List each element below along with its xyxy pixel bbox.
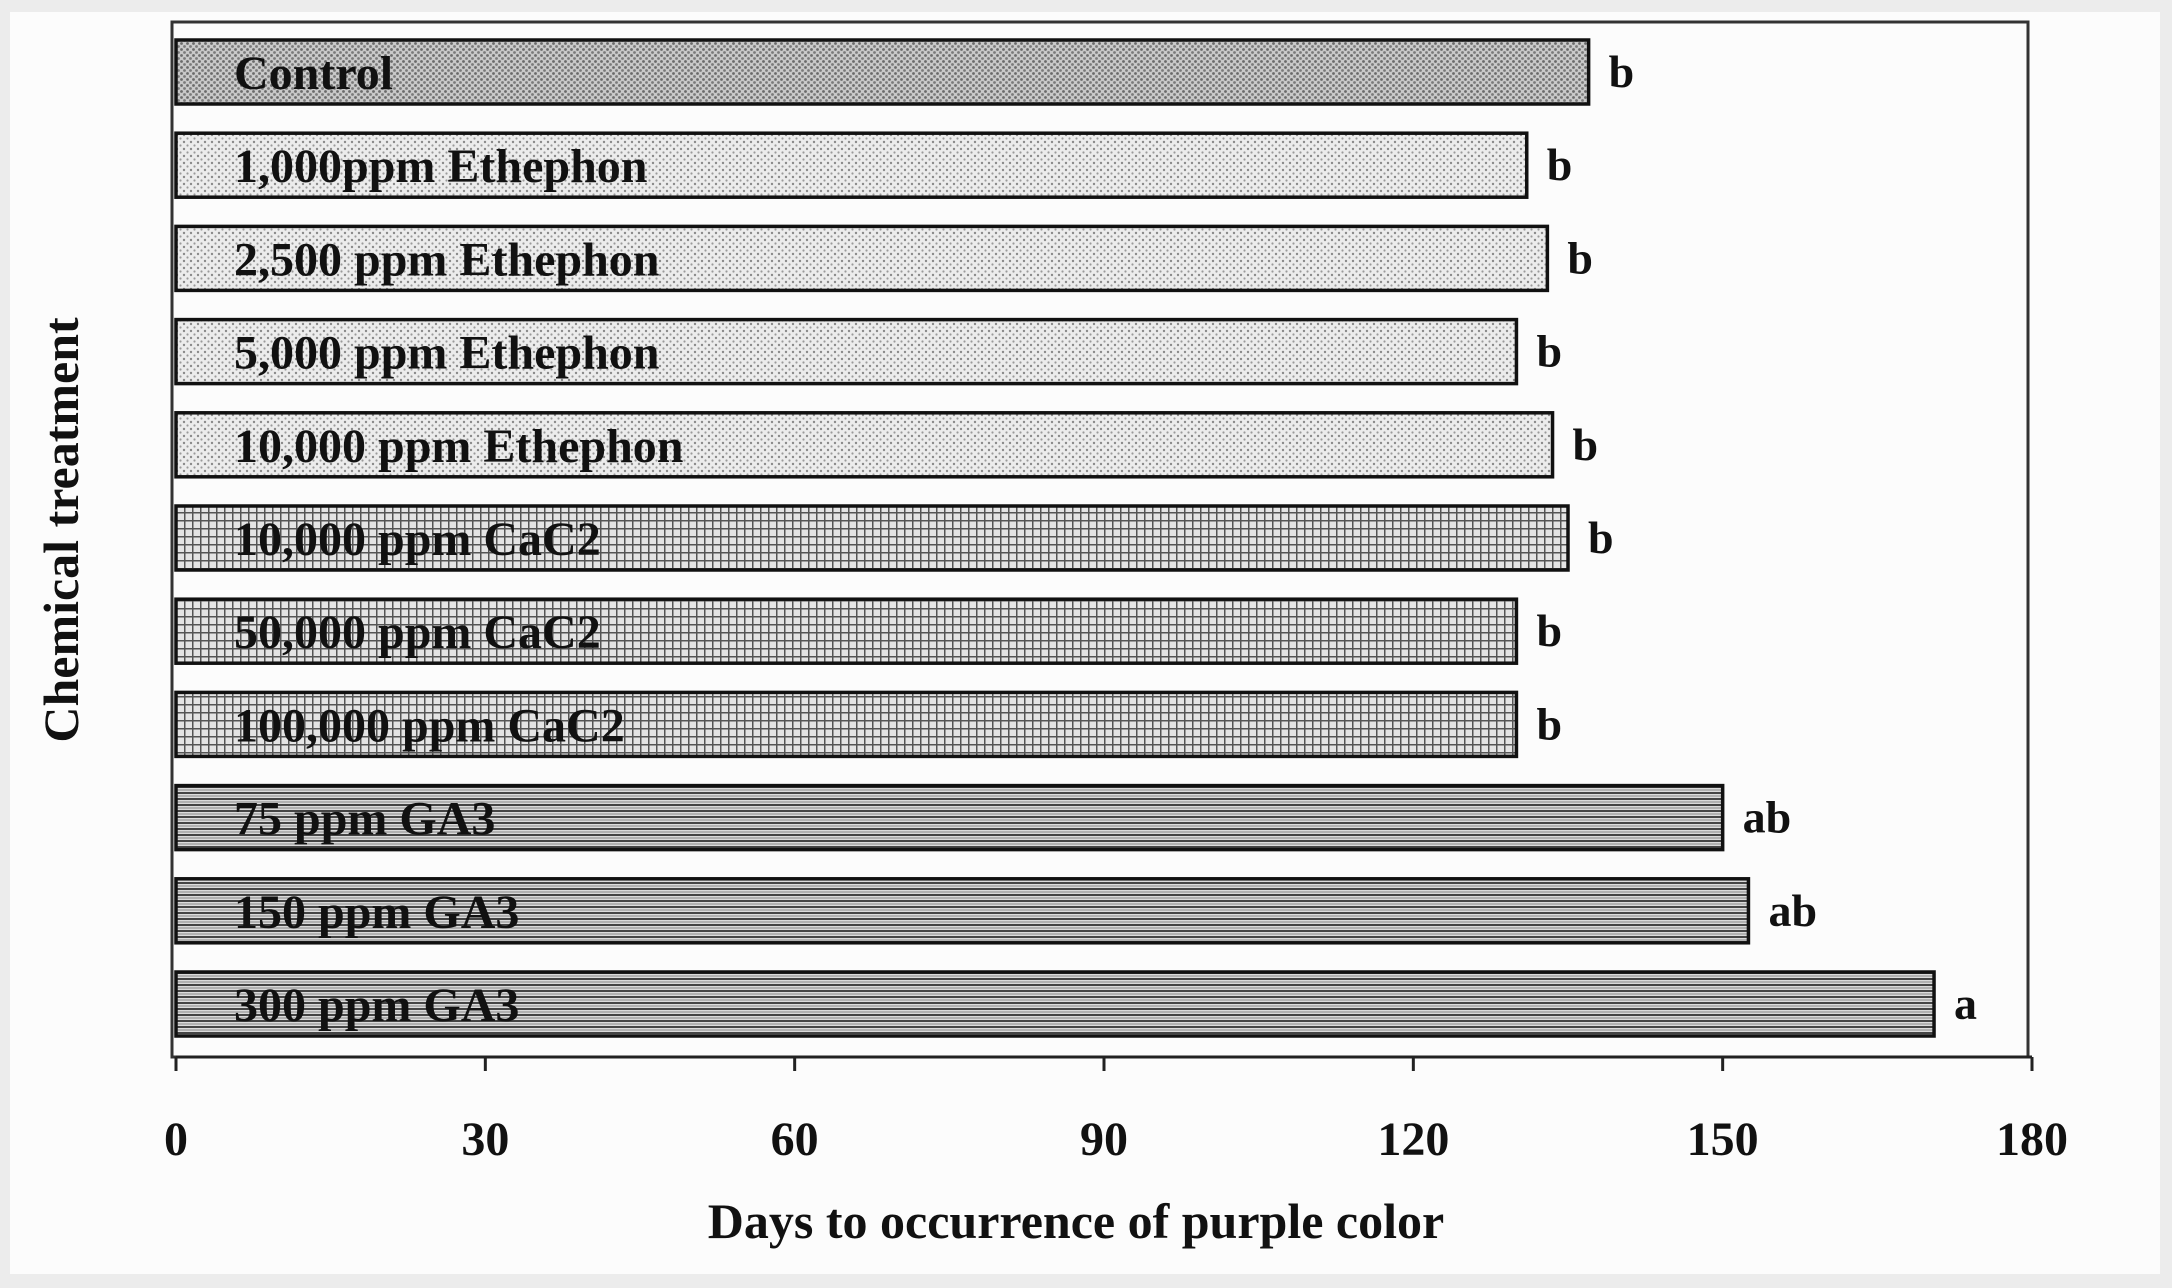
significance-letter: a bbox=[1954, 978, 1977, 1029]
significance-letter: ab bbox=[1743, 792, 1792, 843]
significance-letter: b bbox=[1567, 232, 1593, 283]
bar-label: 10,000 ppm CaC2 bbox=[234, 513, 601, 566]
x-tick-label: 120 bbox=[1377, 1113, 1449, 1166]
x-tick-label: 60 bbox=[771, 1113, 819, 1166]
bar bbox=[174, 690, 1519, 759]
bars-layer bbox=[174, 38, 1936, 1038]
x-axis-tick-labels: 0 30 60 90 120 150 180 bbox=[164, 1113, 2068, 1166]
bar bbox=[174, 131, 1529, 199]
x-axis-ticks bbox=[174, 1057, 2034, 1071]
x-tick-label: 150 bbox=[1687, 1113, 1759, 1166]
bar bbox=[174, 224, 1550, 293]
x-tick-label: 0 bbox=[164, 1113, 188, 1166]
bar-label: 75 ppm GA3 bbox=[234, 793, 495, 846]
significance-letter: b bbox=[1609, 46, 1635, 97]
bar bbox=[174, 970, 1936, 1038]
y-axis-title: Chemical treatment bbox=[33, 317, 89, 743]
bar-label: 150 ppm GA3 bbox=[234, 886, 519, 939]
bar-label: 2,500 ppm Ethephon bbox=[234, 233, 659, 286]
x-tick-label: 180 bbox=[1996, 1113, 2068, 1166]
significance-letter: b bbox=[1536, 698, 1562, 749]
significance-letter: ab bbox=[1768, 885, 1817, 936]
x-tick-label: 90 bbox=[1080, 1113, 1128, 1166]
significance-letter: b bbox=[1536, 326, 1562, 377]
bar bbox=[174, 597, 1519, 665]
bar-label: 1,000ppm Ethephon bbox=[234, 140, 647, 193]
x-tick-label: 30 bbox=[461, 1113, 509, 1166]
significance-letter: b bbox=[1536, 605, 1562, 656]
bar-label: Control bbox=[234, 47, 393, 100]
bar bbox=[174, 504, 1570, 572]
bar-label: 300 ppm GA3 bbox=[234, 979, 519, 1032]
bar bbox=[174, 411, 1555, 479]
significance-letter: b bbox=[1588, 512, 1614, 563]
bar bbox=[174, 38, 1591, 106]
x-axis-title: Days to occurrence of purple color bbox=[708, 1193, 1444, 1249]
significance-letter: b bbox=[1547, 139, 1573, 190]
significance-letter: b bbox=[1573, 419, 1599, 470]
bar bbox=[174, 783, 1725, 852]
bar-label: 10,000 ppm Ethephon bbox=[234, 420, 683, 473]
bar bbox=[174, 317, 1519, 386]
bar-label: 100,000 ppm CaC2 bbox=[234, 699, 625, 752]
bar-label: 5,000 ppm Ethephon bbox=[234, 327, 659, 380]
bar-label: 50,000 ppm CaC2 bbox=[234, 606, 601, 659]
bar bbox=[174, 877, 1751, 945]
bar-labels-layer: Control 1,000ppm Ethephon 2,500 ppm Etheph… bbox=[234, 47, 683, 1032]
